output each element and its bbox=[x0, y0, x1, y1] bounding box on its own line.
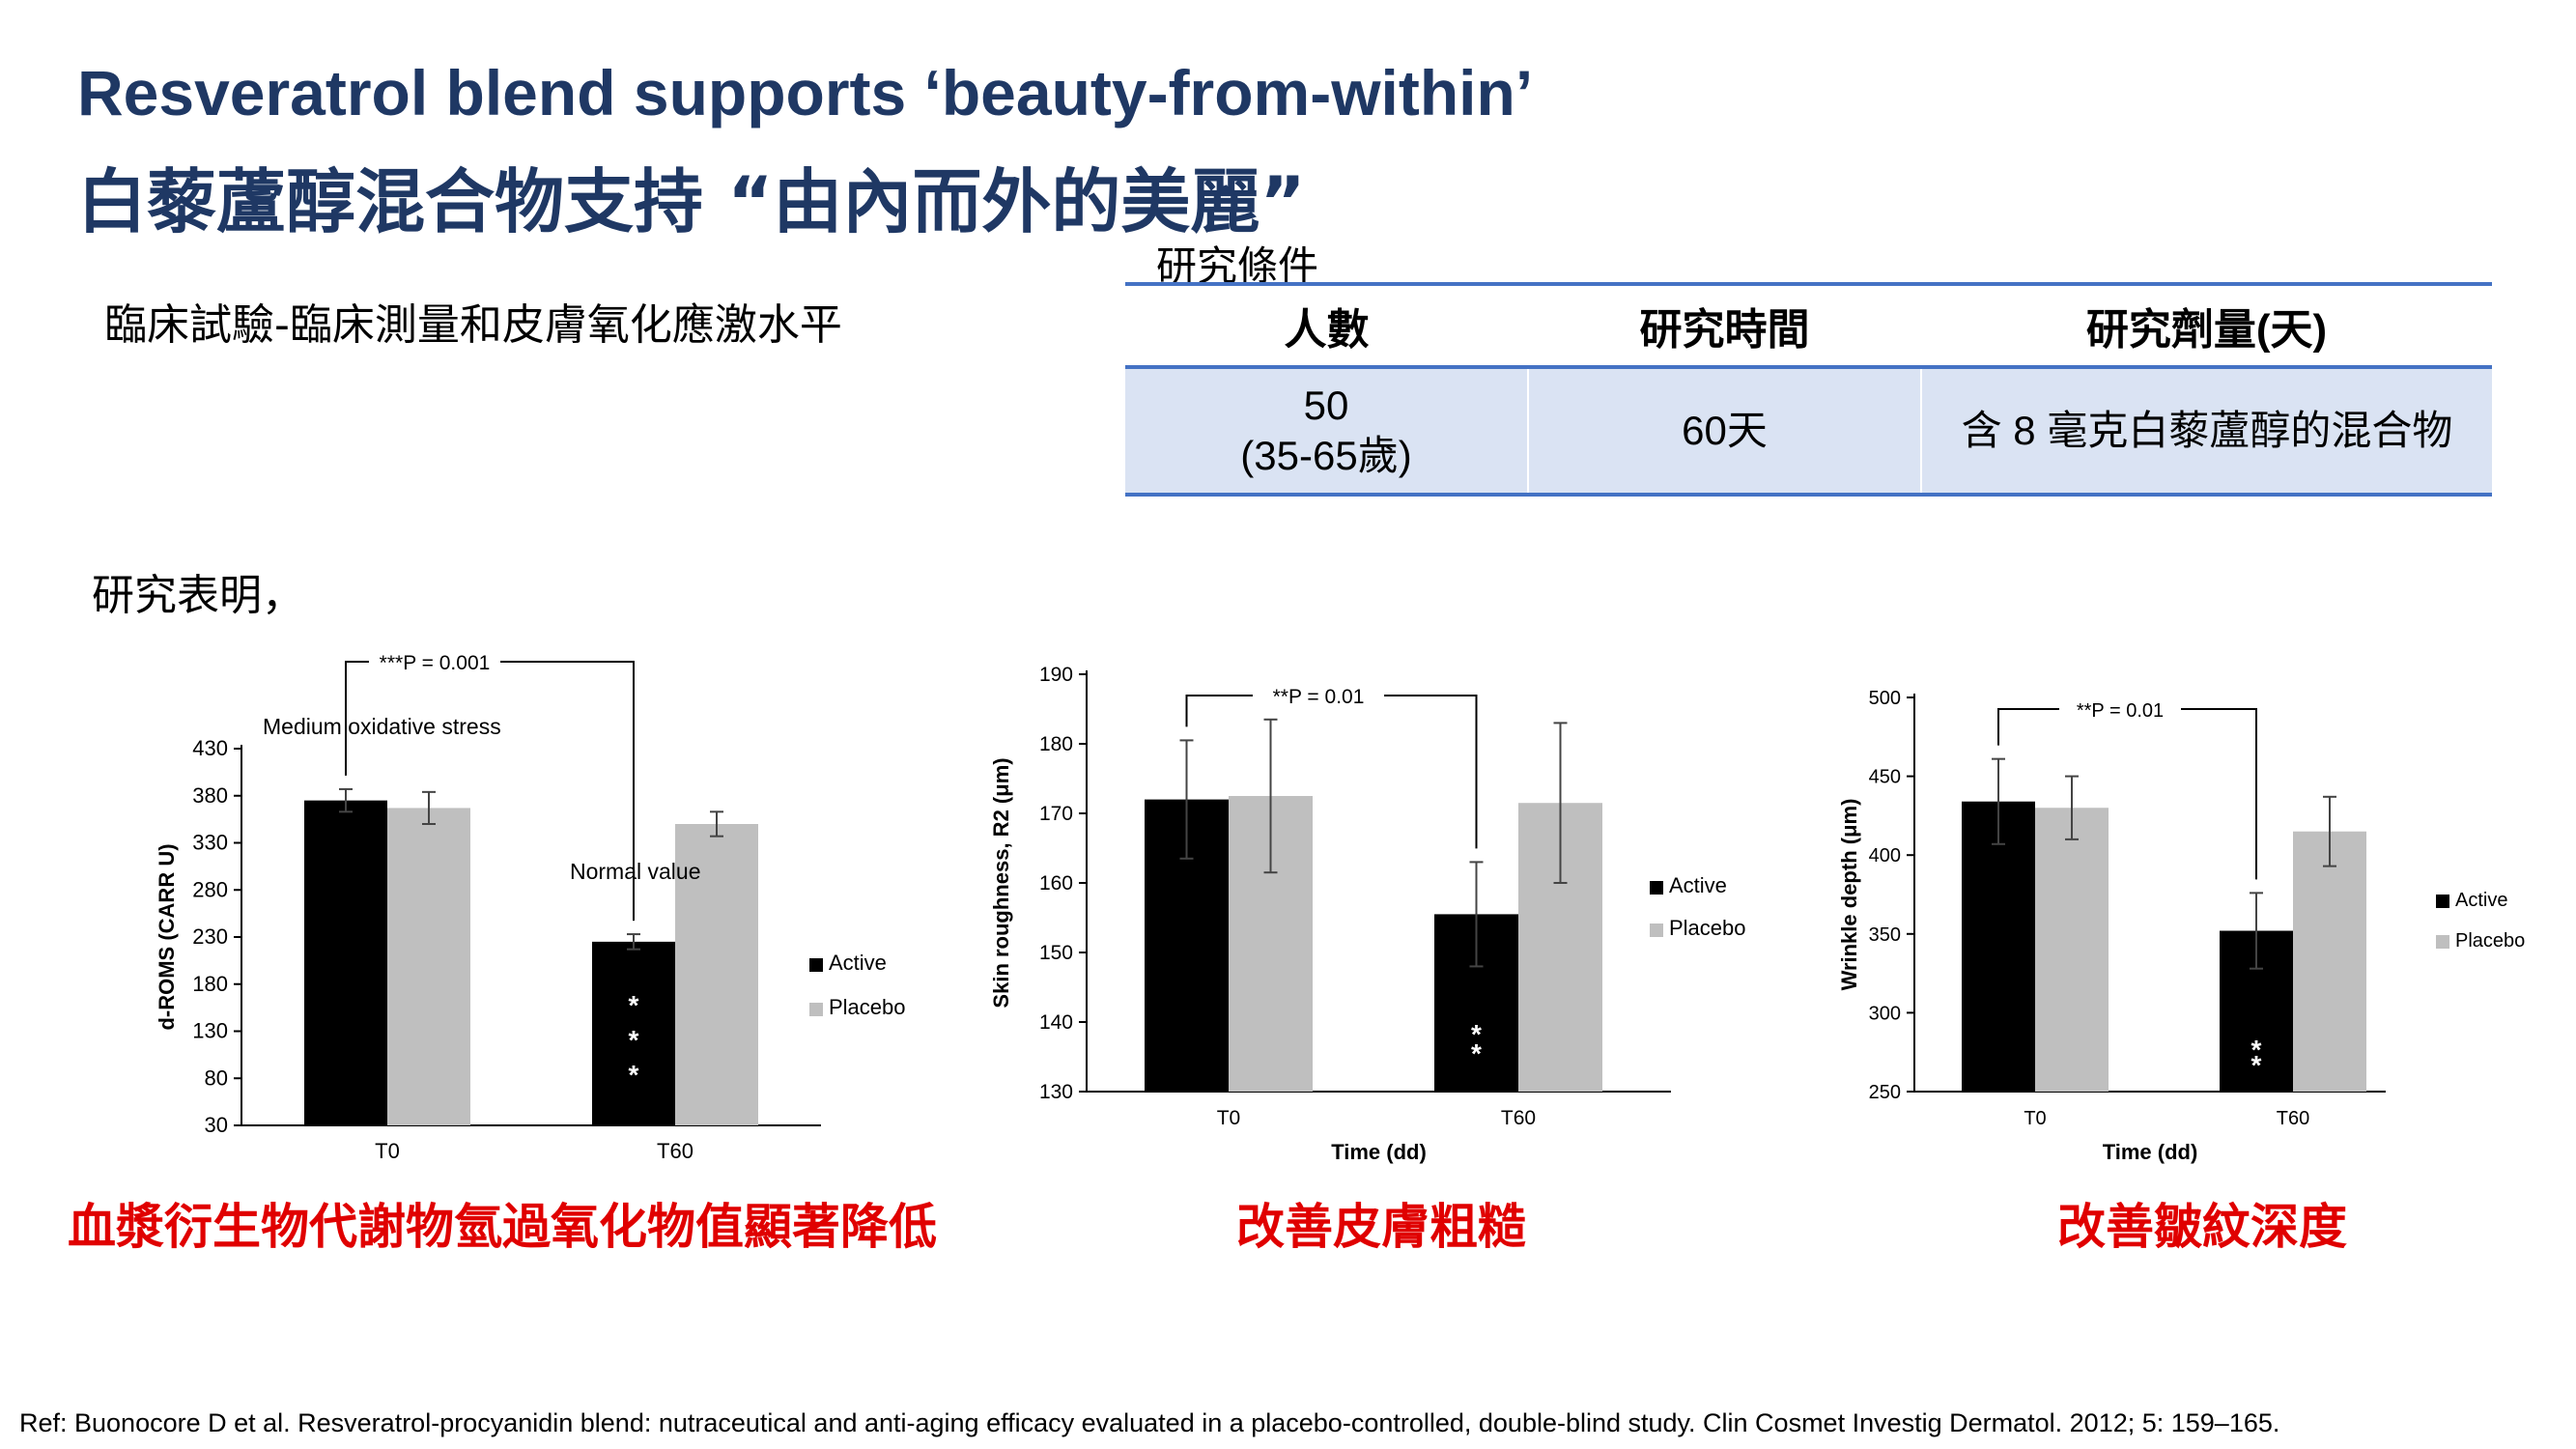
chart-wrinkle-depth: 250 300 350 400 450 500 Wrinkle depth (μm) T0 T6… bbox=[1837, 688, 2525, 1164]
legend-label-placebo: Placebo bbox=[829, 995, 906, 1019]
y-axis-label: Skin roughness, R2 (μm) bbox=[989, 757, 1013, 1008]
title-chinese: 白藜蘆醇混合物支持 “由內而外的美麗” bbox=[77, 161, 1306, 242]
caption-wrinkle-depth: 改善皺紋深度 bbox=[2057, 1199, 2347, 1255]
label-normal-value: Normal value bbox=[570, 859, 701, 884]
y-tick-label: 140 bbox=[1039, 1011, 1073, 1034]
bar-active-t0 bbox=[1962, 801, 2035, 1092]
significance-bracket bbox=[345, 661, 635, 922]
significance-star: * bbox=[2251, 1035, 2262, 1065]
participants-age-range: (35-65歲) bbox=[1240, 433, 1412, 478]
significance-star: * bbox=[629, 1025, 639, 1055]
chart-droms: 30 80 130 180 230 280 330 380 430 d-ROMS (CARR U)… bbox=[155, 652, 906, 1163]
y-tick-label: 30 bbox=[205, 1113, 228, 1137]
reference-citation: Ref: Buonocore D et al. Resveratrol-proc… bbox=[19, 1408, 2280, 1437]
y-tick-label: 190 bbox=[1039, 664, 1073, 686]
x-tick-label: T60 bbox=[1501, 1107, 1536, 1129]
y-axis-label: Wrinkle depth (μm) bbox=[1837, 799, 1861, 991]
significance-bracket bbox=[1185, 695, 1478, 849]
header-duration: 研究時間 bbox=[1528, 282, 1921, 369]
significance-star: * bbox=[2251, 1050, 2262, 1080]
y-tick-label: 150 bbox=[1039, 942, 1073, 964]
x-tick-label: T0 bbox=[2024, 1108, 2046, 1129]
y-tick-label: 380 bbox=[192, 783, 228, 808]
significance-star: * bbox=[629, 990, 639, 1020]
bar-placebo-t0 bbox=[2035, 808, 2109, 1092]
x-axis-label: Time (dd) bbox=[2103, 1140, 2198, 1164]
table-row: 50 (35-65歲) 60天 含 8 毫克白藜蘆醇的混合物 bbox=[1125, 367, 2492, 497]
bar-placebo-t60 bbox=[2293, 831, 2366, 1092]
significance-star: * bbox=[629, 1060, 639, 1090]
x-axis-label: Time (dd) bbox=[1331, 1140, 1427, 1164]
legend-swatch-active bbox=[1650, 881, 1663, 895]
legend-label-active: Active bbox=[1669, 873, 1727, 897]
bar-placebo-t0 bbox=[387, 808, 470, 1125]
study-table-caption: 研究條件 bbox=[1156, 242, 1319, 290]
significance-bracket bbox=[1997, 708, 2257, 880]
y-axis-label: d-ROMS (CARR U) bbox=[155, 843, 179, 1030]
y-tick-label: 80 bbox=[205, 1065, 228, 1090]
legend-label-placebo: Placebo bbox=[1669, 916, 1746, 940]
legend-swatch-placebo bbox=[1650, 923, 1663, 937]
participants-count: 50 bbox=[1303, 383, 1349, 428]
y-tick-label: 160 bbox=[1039, 872, 1073, 895]
bar-active-t0 bbox=[304, 800, 387, 1125]
y-tick-label: 300 bbox=[1869, 1003, 1901, 1024]
y-tick-label: 500 bbox=[1869, 688, 1901, 709]
legend-label-active: Active bbox=[2455, 890, 2507, 911]
y-tick-label: 180 bbox=[192, 972, 228, 996]
study-conditions-table: 人數 研究時間 研究劑量(天) 50 (35-65歲) 60天 含 8 毫克白藜… bbox=[1125, 282, 2492, 497]
x-tick-label: T0 bbox=[1217, 1107, 1241, 1129]
y-tick-label: 280 bbox=[192, 877, 228, 901]
y-tick-label: 430 bbox=[192, 736, 228, 760]
y-tick-label: 130 bbox=[1039, 1081, 1073, 1103]
legend-label-placebo: Placebo bbox=[2455, 930, 2525, 952]
label-medium-oxidative-stress: Medium oxidative stress bbox=[263, 714, 501, 739]
p-value-annotation: **P = 0.01 bbox=[1273, 686, 1365, 708]
bar-placebo-t60 bbox=[675, 824, 758, 1125]
legend-label-active: Active bbox=[829, 951, 887, 975]
legend-swatch-placebo bbox=[809, 1003, 823, 1016]
significance-star: * bbox=[1471, 1019, 1482, 1049]
significance-star: * bbox=[1471, 1038, 1482, 1068]
cell-dose: 含 8 毫克白藜蘆醇的混合物 bbox=[1920, 367, 2492, 497]
x-tick-label: T0 bbox=[375, 1139, 400, 1163]
cell-duration: 60天 bbox=[1527, 367, 1921, 497]
p-value-annotation: ***P = 0.001 bbox=[380, 652, 491, 674]
y-tick-label: 450 bbox=[1869, 767, 1901, 788]
subtitle: 臨床試驗-臨床測量和皮膚氧化應激水平 bbox=[104, 300, 842, 350]
y-tick-label: 180 bbox=[1039, 733, 1073, 755]
header-participants: 人數 bbox=[1125, 282, 1528, 369]
y-tick-label: 400 bbox=[1869, 845, 1901, 867]
header-dose: 研究劑量(天) bbox=[1921, 282, 2492, 369]
title-english: Resveratrol blend supports ‘beauty-from-… bbox=[77, 57, 1534, 128]
y-tick-label: 170 bbox=[1039, 803, 1073, 825]
y-tick-label: 230 bbox=[192, 924, 228, 949]
cell-participants: 50 (35-65歲) bbox=[1125, 367, 1528, 497]
x-tick-label: T60 bbox=[2277, 1108, 2309, 1129]
y-tick-label: 250 bbox=[1869, 1082, 1901, 1103]
bar-active-t60 bbox=[592, 941, 675, 1125]
findings-label: 研究表明， bbox=[92, 571, 304, 620]
legend-swatch-active bbox=[809, 958, 823, 972]
p-value-annotation: **P = 0.01 bbox=[2077, 700, 2164, 722]
legend-swatch-active bbox=[2436, 895, 2449, 908]
y-tick-label: 130 bbox=[192, 1019, 228, 1043]
chart-skin-roughness: 130 140 150 160 170 180 190 Skin roughness, R2 … bbox=[989, 664, 1746, 1164]
legend-swatch-placebo bbox=[2436, 935, 2449, 949]
caption-skin-roughness: 改善皮膚粗糙 bbox=[1236, 1199, 1526, 1255]
table-header-row: 人數 研究時間 研究劑量(天) bbox=[1125, 282, 2492, 369]
x-tick-label: T60 bbox=[657, 1139, 694, 1163]
caption-droms: 血漿衍生物代謝物氫過氧化物值顯著降低 bbox=[68, 1199, 937, 1255]
y-tick-label: 330 bbox=[192, 831, 228, 855]
y-tick-label: 350 bbox=[1869, 924, 1901, 946]
